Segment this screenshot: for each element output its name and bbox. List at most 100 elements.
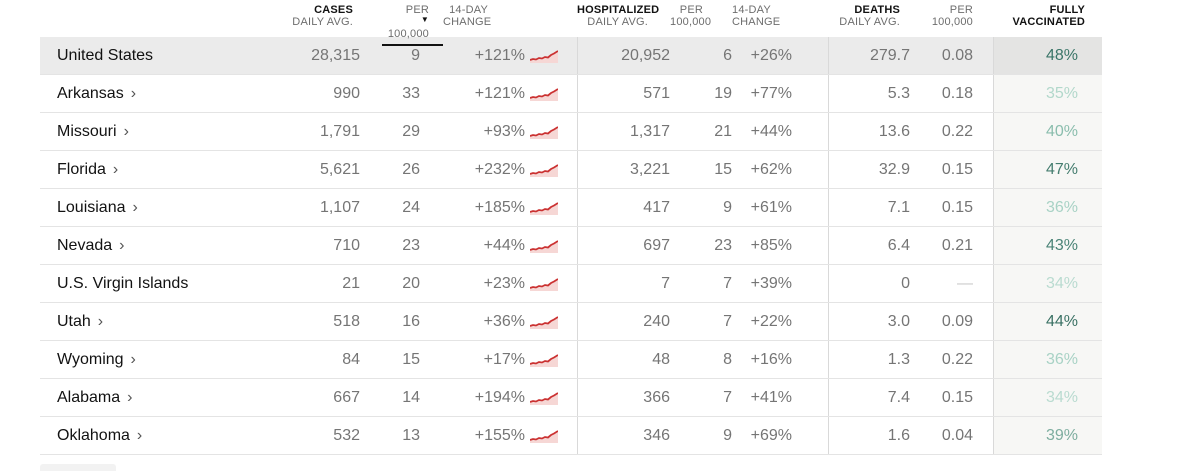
cell-hosp-per-100000: 7 xyxy=(723,274,732,292)
cell-cases-14day-change: +194% xyxy=(420,379,577,416)
column-header-label: DEATHS xyxy=(854,4,900,16)
cell-cases-daily-avg: 710 xyxy=(333,236,360,254)
change-value: +93% xyxy=(483,122,525,140)
chevron-right-icon: › xyxy=(136,426,143,444)
cell-cases-per-100000: 9 xyxy=(411,46,420,64)
column-header-sublabel: 100,000 xyxy=(387,28,429,40)
cell-hosp-daily-avg: 571 xyxy=(577,75,670,112)
table-row[interactable]: Wyoming › 84 15 +17% 48 8 +16% 1.3 0.22 3… xyxy=(40,341,1102,379)
cell-deaths-per-100000: 0.22 xyxy=(941,350,973,368)
cell-hosp-daily-avg: 240 xyxy=(577,303,670,340)
cell-hosp-daily-avg: 366 xyxy=(577,379,670,416)
cell-cases-per-100000: 24 xyxy=(402,198,420,216)
show-all-button[interactable] xyxy=(40,464,116,471)
cell-cases-daily-avg: 667 xyxy=(333,388,360,406)
cell-hosp-daily-avg: 7 xyxy=(577,265,670,302)
column-header-sublabel: DAILY AVG. xyxy=(292,16,353,28)
cell-cases-14day-change: +121% xyxy=(420,75,577,112)
cell-cases-14day-change: +185% xyxy=(420,189,577,226)
cell-fully-vaccinated: 34% xyxy=(993,265,1102,302)
state-name-cell: Arkansas › xyxy=(40,85,270,103)
column-header-deaths-per-100000[interactable]: PER 100,000 xyxy=(910,0,993,28)
cell-cases-14day-change: +232% xyxy=(420,151,577,188)
cell-cases-daily-avg: 1,791 xyxy=(319,122,360,140)
change-value: +185% xyxy=(474,198,525,216)
trend-sparkline-icon xyxy=(530,87,558,101)
table-row[interactable]: Missouri › 1,791 29 +93% 1,317 21 +44% 13… xyxy=(40,113,1102,151)
trend-sparkline-icon xyxy=(530,277,558,291)
state-name-cell: Nevada › xyxy=(40,237,270,255)
cell-hosp-per-100000: 9 xyxy=(723,198,732,216)
state-name: Alabama xyxy=(57,388,121,406)
cell-fully-vaccinated: 39% xyxy=(993,417,1102,454)
column-header-hospitalized[interactable]: HOSPITALIZED DAILY AVG. xyxy=(577,0,670,28)
change-value: +155% xyxy=(474,426,525,444)
column-header-deaths[interactable]: DEATHS DAILY AVG. xyxy=(828,0,910,28)
cell-hosp-per-100000: 6 xyxy=(723,46,732,64)
column-header-state xyxy=(40,0,270,4)
column-header-sublabel: 100,000 xyxy=(670,16,712,28)
state-name: Nevada xyxy=(57,236,113,254)
table-row[interactable]: Florida › 5,621 26 +232% 3,221 15 +62% 32… xyxy=(40,151,1102,189)
cell-hosp-daily-avg: 697 xyxy=(577,227,670,264)
cell-hosp-14day-change: +85% xyxy=(750,236,792,254)
state-name-cell: United States xyxy=(40,47,270,65)
column-header-hosp-change[interactable]: 14-DAY CHANGE xyxy=(732,0,828,28)
cell-hosp-14day-change: +16% xyxy=(750,350,792,368)
state-name: United States xyxy=(57,46,154,64)
cell-hosp-per-100000: 9 xyxy=(723,426,732,444)
cell-hosp-daily-avg: 48 xyxy=(577,341,670,378)
trend-sparkline-icon xyxy=(530,239,558,253)
sort-desc-caret-icon: ▼ xyxy=(420,15,429,24)
change-value: +17% xyxy=(483,350,525,368)
table-row[interactable]: Arkansas › 990 33 +121% 571 19 +77% 5.3 0… xyxy=(40,75,1102,113)
state-name: Louisiana xyxy=(57,198,126,216)
column-header-label: CASES xyxy=(314,4,353,16)
table-header: CASES DAILY AVG. PER ▼ 100,000 14-DAY CHA… xyxy=(40,0,1102,46)
table-row: U.S. Virgin Islands 21 20 +23% 7 7 +39% … xyxy=(40,265,1102,303)
column-header-label: 14-DAY xyxy=(449,4,488,16)
trend-sparkline-icon xyxy=(530,163,558,177)
column-header-label: HOSPITALIZED xyxy=(577,4,660,16)
cell-fully-vaccinated: 36% xyxy=(993,189,1102,226)
trend-sparkline-icon xyxy=(530,353,558,367)
cell-cases-per-100000: 33 xyxy=(402,84,420,102)
column-header-label: PER xyxy=(679,4,703,16)
cell-cases-per-100000: 15 xyxy=(402,350,420,368)
cell-hosp-per-100000: 23 xyxy=(714,236,732,254)
cell-cases-14day-change: +155% xyxy=(420,417,577,454)
column-header-cases[interactable]: CASES DAILY AVG. xyxy=(270,0,360,28)
column-header-sublabel: VACCINATED xyxy=(1012,16,1085,28)
column-header-cases-per-100000[interactable]: PER ▼ 100,000 xyxy=(360,0,443,46)
cell-hosp-per-100000: 8 xyxy=(723,350,732,368)
cell-fully-vaccinated: 48% xyxy=(993,37,1102,74)
trend-sparkline-icon xyxy=(530,429,558,443)
table-row[interactable]: Oklahoma › 532 13 +155% 346 9 +69% 1.6 0.… xyxy=(40,417,1102,455)
state-name: Arkansas xyxy=(57,84,124,102)
table-row[interactable]: Alabama › 667 14 +194% 366 7 +41% 7.4 0.1… xyxy=(40,379,1102,417)
cell-deaths-per-100000: 0.18 xyxy=(941,84,973,102)
cell-deaths-daily-avg: 0 xyxy=(828,265,910,302)
cell-cases-14day-change: +44% xyxy=(420,227,577,264)
column-header-sublabel: DAILY AVG. xyxy=(839,16,900,28)
cell-deaths-daily-avg: 1.3 xyxy=(828,341,910,378)
column-header-fully-vaccinated[interactable]: FULLY VACCINATED xyxy=(993,0,1102,28)
chevron-right-icon: › xyxy=(127,388,133,406)
cell-deaths-per-100000: — xyxy=(957,274,973,292)
change-value: +23% xyxy=(483,274,525,292)
state-name: Utah xyxy=(57,312,91,330)
cell-hosp-per-100000: 15 xyxy=(714,160,732,178)
column-header-hosp-per-100000[interactable]: PER 100,000 xyxy=(670,0,732,28)
column-header-sublabel: CHANGE xyxy=(443,16,492,28)
cell-deaths-per-100000: 0.15 xyxy=(941,198,973,216)
table-row[interactable]: Utah › 518 16 +36% 240 7 +22% 3.0 0.09 44… xyxy=(40,303,1102,341)
cell-hosp-daily-avg: 1,317 xyxy=(577,113,670,150)
table-row[interactable]: Louisiana › 1,107 24 +185% 417 9 +61% 7.1… xyxy=(40,189,1102,227)
cell-hosp-14day-change: +61% xyxy=(750,198,792,216)
trend-sparkline-icon xyxy=(530,49,558,63)
chevron-right-icon: › xyxy=(97,312,104,330)
column-header-cases-change[interactable]: 14-DAY CHANGE xyxy=(443,0,577,28)
sorted-column-indicator: PER ▼ 100,000 xyxy=(381,4,443,46)
table-row[interactable]: Nevada › 710 23 +44% 697 23 +85% 6.4 0.21… xyxy=(40,227,1102,265)
state-name: Wyoming xyxy=(57,350,124,368)
